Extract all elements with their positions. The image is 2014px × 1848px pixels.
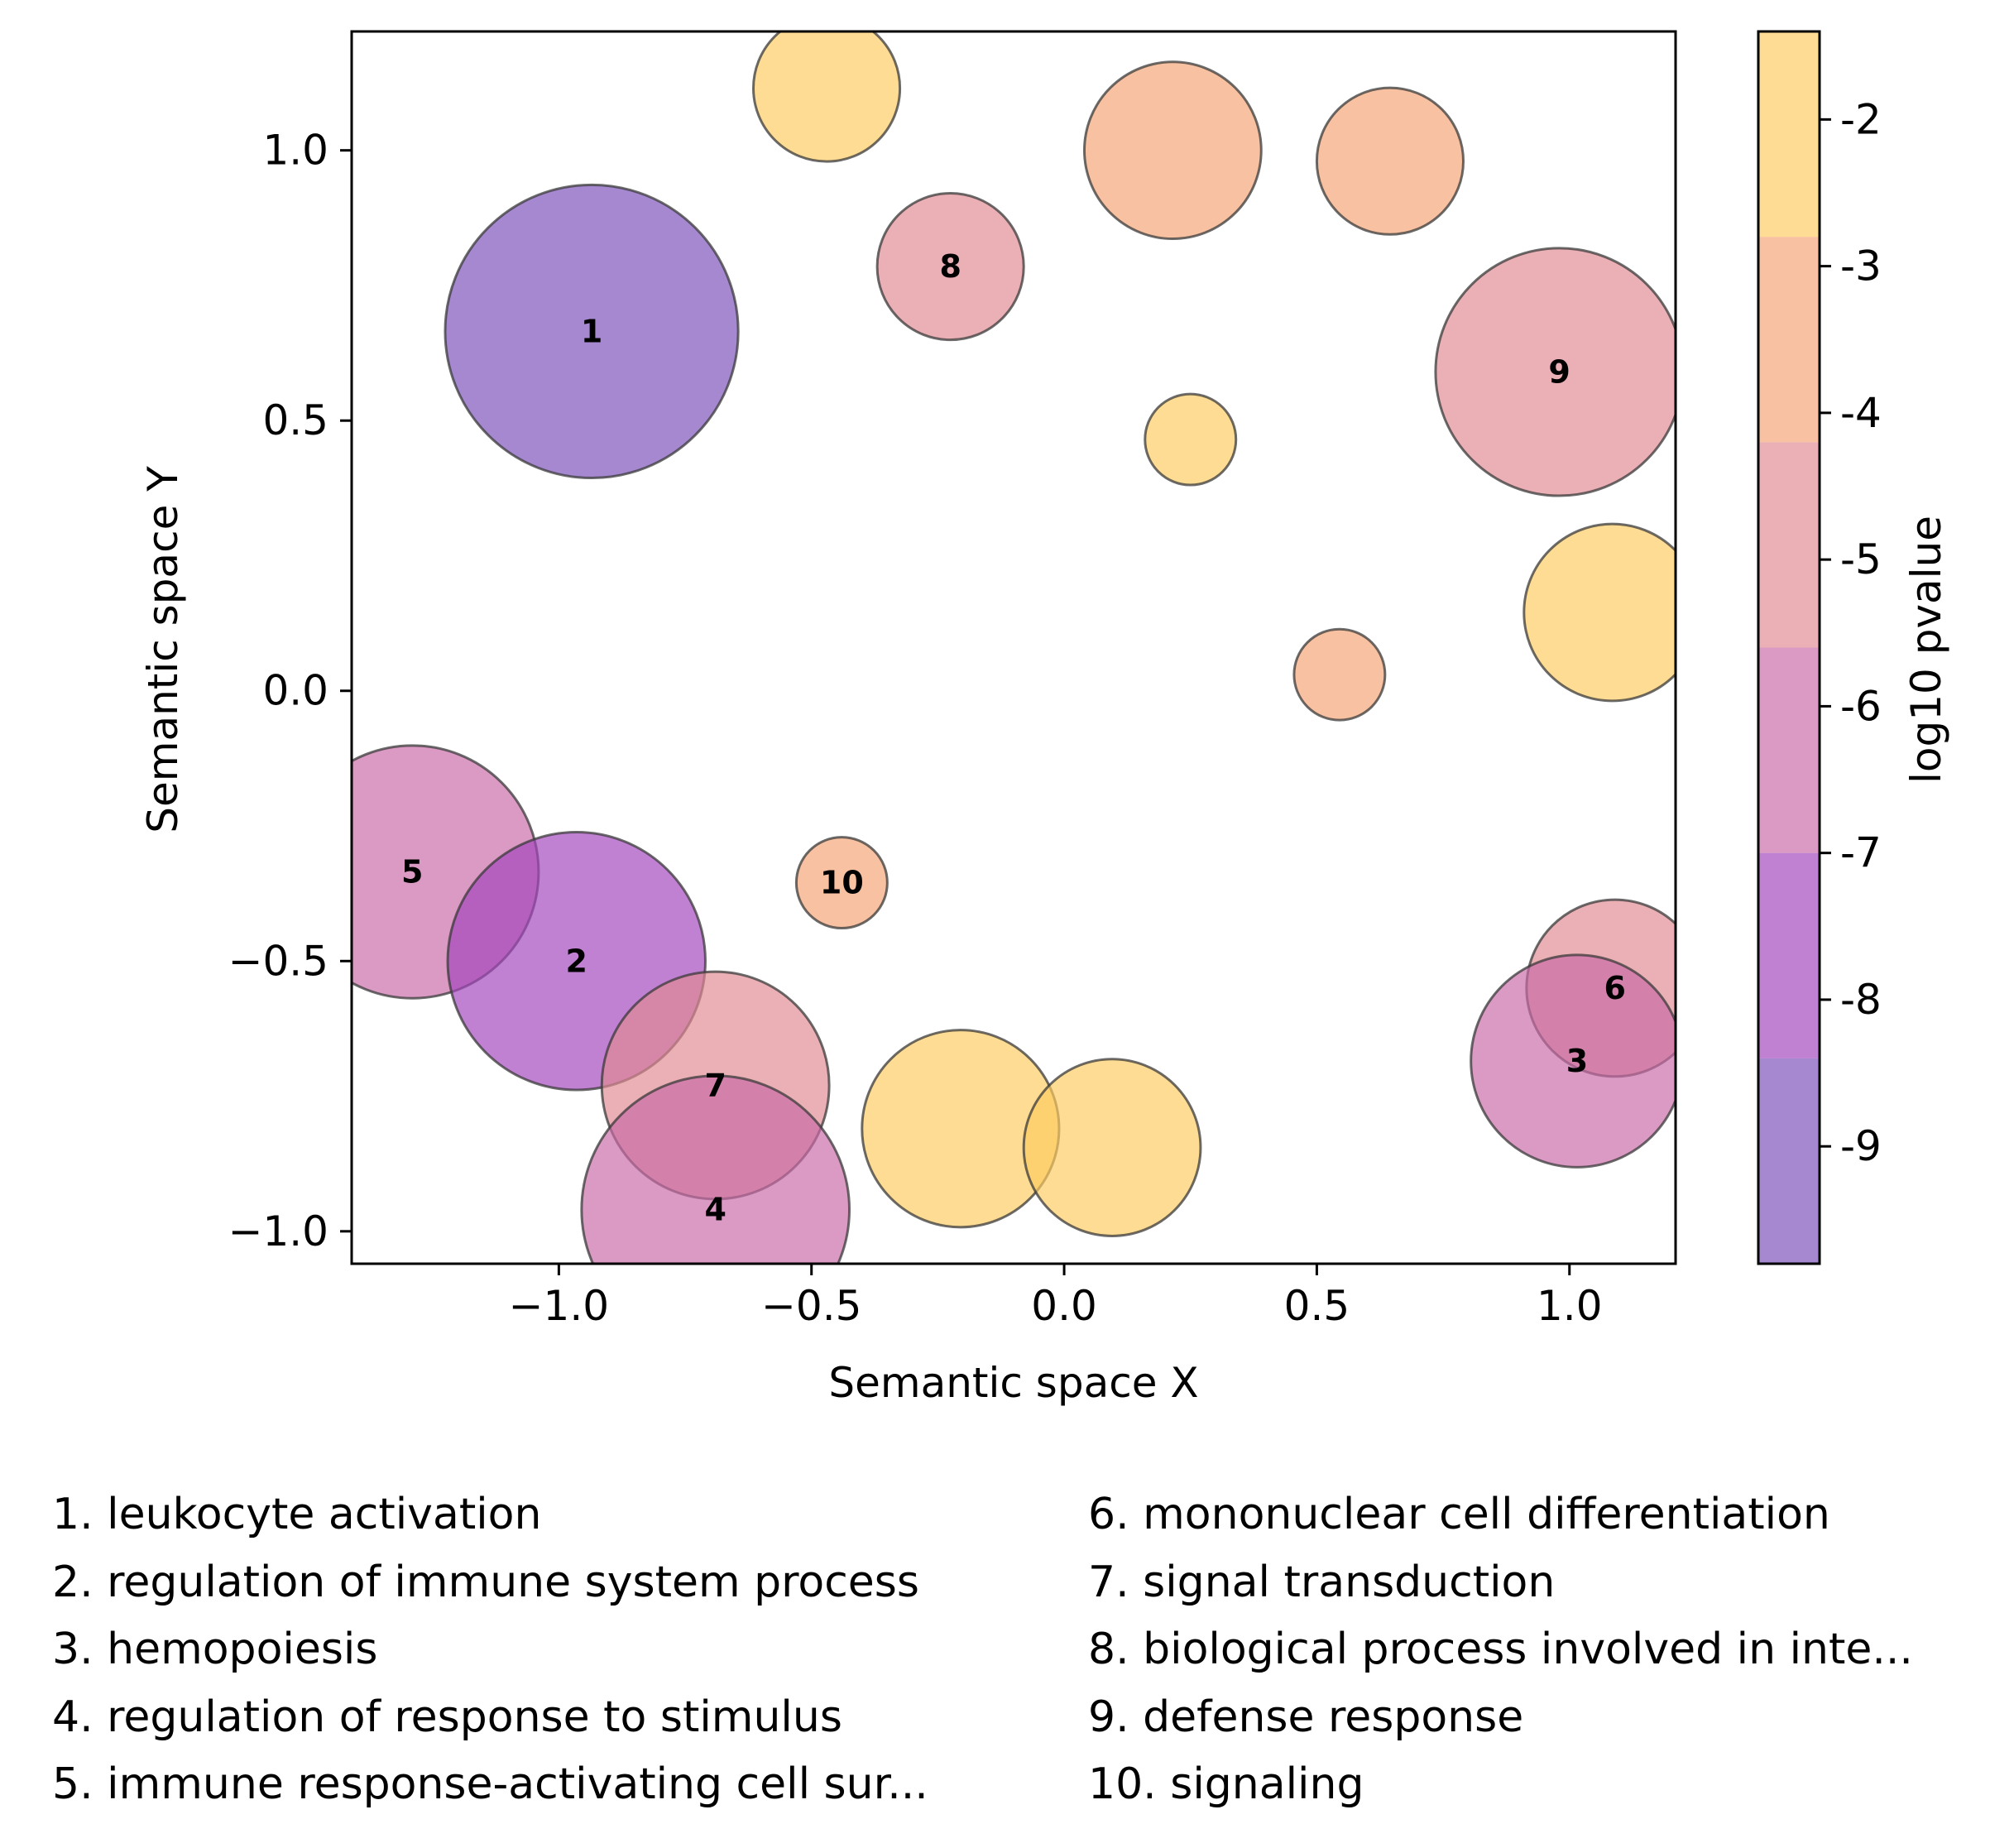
plot-frame [350, 30, 1677, 1265]
bubble [875, 192, 1025, 342]
colorbar-tick-label: -5 [1840, 535, 1882, 583]
bubble [1522, 522, 1676, 703]
colorbar-band [1758, 31, 1820, 238]
bubble [580, 1074, 851, 1264]
bubble [1292, 627, 1387, 722]
bubble [794, 836, 889, 930]
legend-item: 1. leukocyte activation [52, 1490, 542, 1539]
colorbar-tick-label: -9 [1840, 1122, 1882, 1170]
bubble-label: 6 [1604, 970, 1625, 1006]
bubble [1315, 86, 1465, 236]
legend-item: 6. mononuclear cell differentiation [1088, 1490, 1830, 1539]
bubble [1434, 247, 1676, 497]
colorbar-label: log10 pvalue [1902, 516, 1950, 784]
bubble-layer [352, 31, 1676, 1264]
colorbar-frame [1757, 30, 1821, 1265]
colorbar-tick-label: -7 [1840, 829, 1882, 877]
colorbar-band [1758, 442, 1820, 648]
bubble [444, 183, 740, 480]
x-tick-label: 1.0 [1537, 1282, 1603, 1330]
legend-item: 5. immune response-activating cell sur..… [52, 1759, 928, 1809]
bubble-label: 5 [401, 854, 423, 890]
bubble-label: 1 [581, 313, 602, 349]
colorbar-band [1758, 237, 1820, 443]
x-axis-ticks: −1.0 −0.5 0.0 0.5 1.0 [509, 1264, 1603, 1330]
y-tick-label: 1.0 [262, 127, 328, 175]
x-tick-label: −1.0 [509, 1282, 609, 1330]
bubble-label: 2 [566, 943, 587, 979]
y-tick-label: −1.0 [228, 1207, 328, 1255]
bubble [1144, 392, 1238, 487]
term-legend-left: 1. leukocyte activation 2. regulation of… [52, 1481, 928, 1819]
colorbar-tick-label: -3 [1840, 242, 1882, 290]
bubble [1470, 953, 1676, 1169]
x-tick-label: 0.5 [1284, 1282, 1350, 1330]
bubble-label: 7 [704, 1067, 726, 1103]
bubble [1082, 60, 1263, 241]
colorbar-band [1758, 852, 1820, 1058]
y-tick-label: −0.5 [228, 937, 328, 985]
y-tick-label: 0.5 [262, 396, 328, 444]
bubble-label: 9 [1548, 353, 1570, 390]
colorbar-tick-label: -8 [1840, 976, 1882, 1024]
bubble [752, 31, 902, 163]
colorbar-tick-label: -2 [1840, 95, 1882, 143]
legend-item: 9. defense response [1088, 1692, 1524, 1742]
legend-item: 10. signaling [1088, 1759, 1364, 1809]
y-tick-label: 0.0 [262, 667, 328, 715]
legend-item: 2. regulation of immune system process [52, 1557, 919, 1607]
legend-item: 3. hemopoiesis [52, 1625, 378, 1674]
colorbar-tick-label: -6 [1840, 682, 1882, 730]
bubble-label-layer: 1 8 9 5 10 2 6 3 7 4 [401, 248, 1626, 1228]
x-axis-label: Semantic space X [828, 1359, 1198, 1407]
legend-item: 7. signal transduction [1088, 1557, 1556, 1607]
bubble-label: 8 [939, 248, 961, 285]
colorbar-band [1758, 647, 1820, 853]
x-tick-label: −0.5 [761, 1282, 861, 1330]
bubble-label: 4 [704, 1192, 726, 1228]
y-axis-label: Semantic space Y [139, 466, 187, 833]
term-legend-right: 6. mononuclear cell differentiation 7. s… [1088, 1481, 1913, 1819]
colorbar-band [1758, 1058, 1820, 1264]
bubble-label: 3 [1566, 1043, 1588, 1079]
bubble-label: 10 [820, 865, 864, 901]
legend-item: 8. biological process involved in inte..… [1088, 1625, 1913, 1674]
colorbar-tick-label: -4 [1840, 389, 1882, 437]
bubble [1022, 1058, 1202, 1237]
colorbar [1757, 30, 1821, 1265]
legend-item: 4. regulation of response to stimulus [52, 1692, 842, 1742]
colorbar-ticks: -2 -3 -4 -5 -6 -7 -8 -9 [1820, 95, 1882, 1170]
x-tick-label: 0.0 [1031, 1282, 1097, 1330]
y-axis-ticks: −1.0 −0.5 0.0 0.5 1.0 [228, 127, 352, 1255]
